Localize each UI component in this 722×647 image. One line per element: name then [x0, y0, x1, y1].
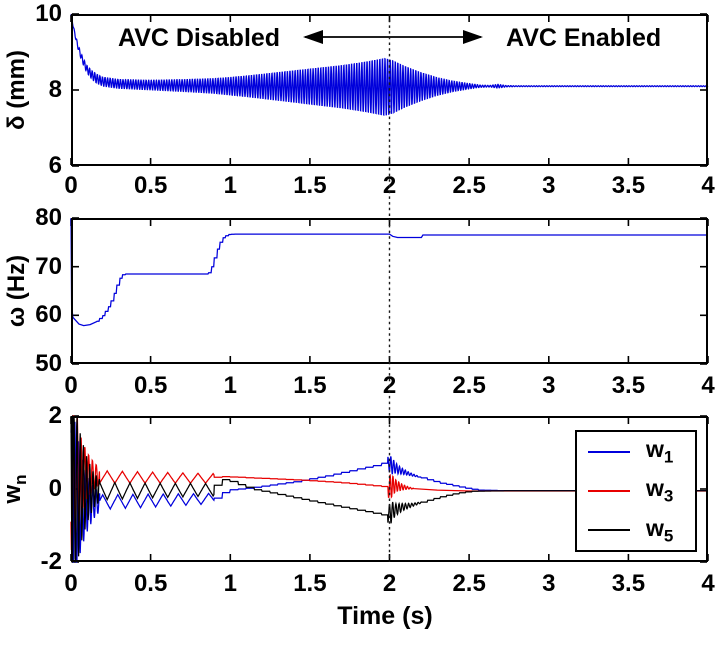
y-tick-label: 60	[35, 301, 62, 329]
y-tick-label: 10	[35, 0, 62, 27]
x-tick-label: 1.5	[293, 570, 327, 597]
x-tick-label: 2	[382, 172, 397, 199]
omega-plot-canvas	[70, 217, 709, 365]
w3-legend-label: w3	[646, 475, 674, 506]
x-tick-label: 0	[64, 372, 78, 399]
w1-legend-line	[588, 450, 630, 453]
y-tick-label: -2	[40, 548, 62, 575]
x-tick-label: 2.5	[452, 372, 486, 399]
y-tick-label: 0	[48, 475, 62, 502]
w3-signal	[70, 415, 708, 551]
x-tick-label: 2	[382, 570, 397, 597]
w1-legend-label: w1	[646, 435, 674, 467]
legend-entry-w5: w5	[577, 511, 695, 549]
x-tick-label: 0.5	[133, 372, 168, 399]
w5-legend-label: w5	[646, 514, 674, 546]
x-tick-label: 1	[223, 172, 237, 199]
arrow-left-icon	[303, 30, 323, 44]
omega-signal	[70, 217, 708, 327]
avc-disabled-label: AVC Disabled	[118, 24, 281, 52]
y-tick-label: 50	[35, 350, 62, 377]
x-tick-label: 0.5	[133, 172, 168, 199]
x-tick-label: 1.5	[293, 172, 327, 199]
y-tick-label: 70	[35, 252, 62, 280]
y-tick-label: 80	[35, 204, 62, 231]
x-tick-label: 0	[64, 172, 78, 199]
x-tick-label: 0	[64, 570, 78, 597]
x-tick-label: 0.5	[133, 570, 168, 597]
x-tick-label: 3.5	[611, 172, 646, 199]
legend-entry-w3: w3	[577, 472, 695, 510]
time-axis-label: Time (s)	[337, 602, 433, 630]
x-tick-label: 4	[701, 372, 715, 399]
legend-entry-w1: w1	[577, 433, 695, 471]
x-tick-label: 1	[223, 372, 237, 399]
x-tick-label: 3	[542, 372, 556, 399]
y-tick-label: 8	[48, 76, 62, 103]
y-tick-label: 6	[48, 152, 62, 179]
w3-legend-line	[588, 489, 630, 492]
x-tick-label: 2.5	[452, 172, 486, 199]
y-tick-label: 2	[48, 402, 62, 429]
arrow-right-icon	[463, 30, 483, 44]
x-tick-label: 2.5	[452, 570, 486, 597]
x-tick-label: 1	[223, 570, 237, 597]
x-tick-label: 3	[542, 172, 556, 199]
legend: w1 w3 w5	[575, 430, 697, 552]
x-tick-label: 3.5	[611, 570, 646, 597]
w5-legend-line	[588, 529, 630, 532]
x-tick-label: 2	[382, 372, 397, 399]
x-tick-label: 3	[542, 570, 556, 597]
avc-enabled-label: AVC Enabled	[506, 24, 662, 52]
x-tick-label: 1.5	[293, 372, 327, 399]
axes-frame	[71, 218, 708, 364]
x-tick-label: 4	[701, 570, 715, 597]
x-tick-label: 3.5	[611, 372, 646, 399]
x-tick-label: 4	[701, 172, 715, 199]
